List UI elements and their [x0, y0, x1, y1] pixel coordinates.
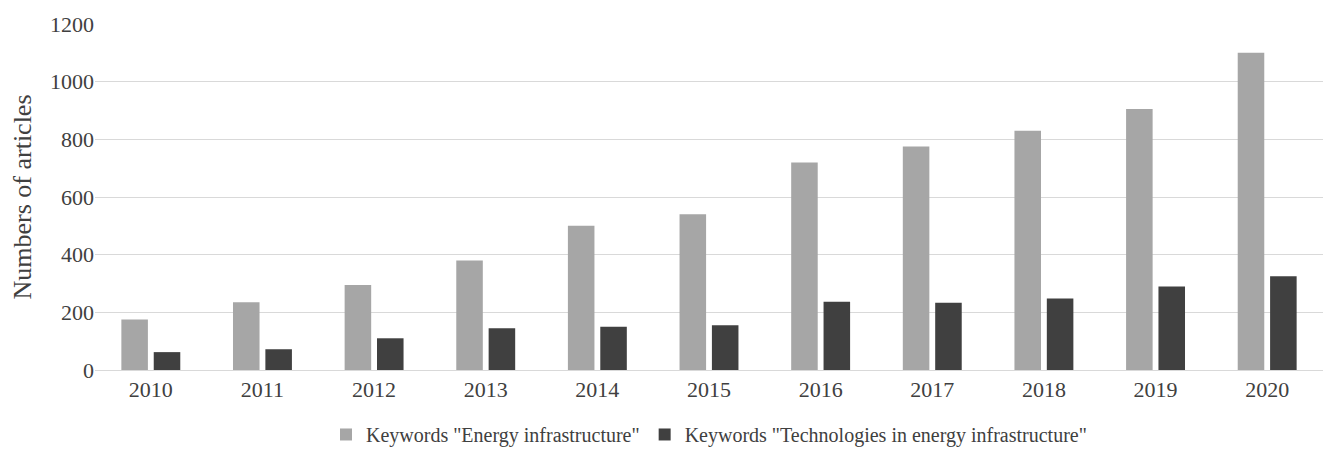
svg-text:0: 0	[83, 358, 94, 383]
svg-text:200: 200	[61, 300, 94, 325]
svg-text:2020: 2020	[1245, 377, 1289, 402]
svg-text:2016: 2016	[799, 377, 843, 402]
svg-text:1200: 1200	[50, 12, 94, 37]
svg-text:2018: 2018	[1022, 377, 1066, 402]
svg-text:800: 800	[61, 127, 94, 152]
svg-text:2012: 2012	[352, 377, 396, 402]
svg-text:2010: 2010	[129, 377, 173, 402]
svg-text:2015: 2015	[687, 377, 731, 402]
svg-text:Keywords "Technologies in ener: Keywords "Technologies in energy infrast…	[685, 424, 1087, 447]
svg-text:Keywords "Energy infrastructur: Keywords "Energy infrastructure"	[366, 424, 640, 447]
svg-text:2019: 2019	[1134, 377, 1178, 402]
svg-text:1000: 1000	[50, 69, 94, 94]
svg-text:400: 400	[61, 242, 94, 267]
svg-text:2014: 2014	[575, 377, 619, 402]
svg-text:2017: 2017	[910, 377, 954, 402]
svg-text:Numbers of articles: Numbers of articles	[8, 94, 37, 299]
svg-text:600: 600	[61, 185, 94, 210]
svg-text:2011: 2011	[241, 377, 284, 402]
svg-text:2013: 2013	[464, 377, 508, 402]
